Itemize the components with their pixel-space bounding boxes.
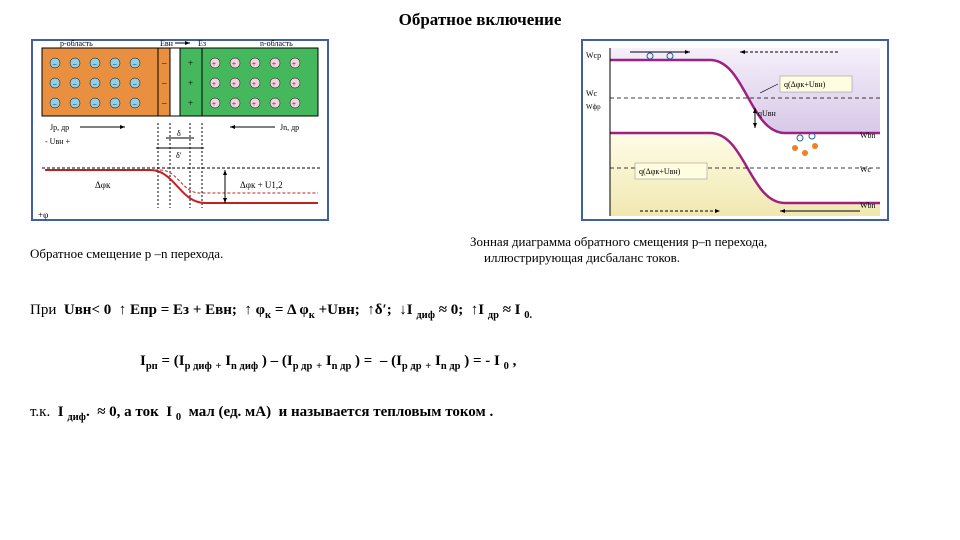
svg-text:+: +	[272, 60, 276, 68]
caption-right-line2: иллюстрирующая дисбаланс токов.	[470, 250, 930, 266]
svg-text:–: –	[52, 60, 57, 68]
svg-text:–: –	[72, 80, 77, 88]
svg-text:–: –	[92, 60, 97, 68]
page-title: Обратное включение	[30, 10, 930, 30]
svg-text:+: +	[292, 100, 296, 108]
svg-text:–: –	[92, 100, 97, 108]
svg-text:n-область: n-область	[260, 39, 293, 48]
svg-text:Δφк + U1,2: Δφк + U1,2	[240, 180, 283, 190]
svg-text:+: +	[188, 78, 193, 88]
svg-text:+: +	[212, 60, 216, 68]
svg-text:–: –	[161, 58, 167, 68]
svg-text:Wcp: Wcp	[586, 51, 601, 60]
caption-left: Обратное смещение p –n перехода.	[30, 234, 330, 266]
svg-text:+: +	[188, 58, 193, 68]
svg-text:+: +	[292, 80, 296, 88]
svg-text:+: +	[252, 60, 256, 68]
junction-diagram: p-область Eвн Ез n-область – – – – – – –…	[30, 38, 330, 228]
svg-text:Wфp: Wфp	[586, 103, 601, 111]
band-diagram: Wcp Wc Wфp Wbn Wc Wbn q(Δφк+Uвн) qUвн q(…	[580, 38, 890, 228]
equation-2: Iрп = (Iр диф + In диф ) – (Iр др + In д…	[30, 345, 930, 378]
svg-text:–: –	[112, 100, 117, 108]
svg-text:+φ: +φ	[38, 210, 48, 220]
captions: Обратное смещение p –n перехода. Зонная …	[30, 234, 930, 266]
equation-3: т.к. I диф. ≈ 0, а ток I 0 мал (ед. мА) …	[30, 396, 930, 429]
svg-text:+: +	[252, 80, 256, 88]
svg-text:Wc: Wc	[586, 89, 598, 98]
band-svg: Wcp Wc Wфp Wbn Wc Wbn q(Δφк+Uвн) qUвн q(…	[580, 38, 890, 223]
svg-text:Wbn: Wbn	[860, 131, 876, 140]
svg-text:+: +	[272, 80, 276, 88]
svg-text:–: –	[161, 78, 167, 88]
equations: При Uвн< 0 ↑ Епр = Ез + Евн; ↑ φк = Δ φк…	[30, 294, 930, 429]
svg-text:–: –	[132, 60, 137, 68]
svg-text:q(Δφк+Uвн): q(Δφк+Uвн)	[639, 167, 681, 176]
figures-row: p-область Eвн Ез n-область – – – – – – –…	[30, 38, 930, 228]
svg-text:–: –	[92, 80, 97, 88]
svg-text:–: –	[52, 100, 57, 108]
svg-text:Ез: Ез	[198, 39, 206, 48]
svg-text:+: +	[188, 98, 193, 108]
svg-text:Jp, др: Jp, др	[50, 123, 69, 132]
caption-right: Зонная диаграмма обратного смещения p–n …	[330, 234, 930, 266]
svg-text:- Uвн +: - Uвн +	[45, 137, 71, 146]
svg-text:qUвн: qUвн	[758, 109, 777, 118]
svg-text:+: +	[252, 100, 256, 108]
svg-text:–: –	[112, 60, 117, 68]
svg-text:–: –	[132, 100, 137, 108]
svg-text:δ: δ	[177, 129, 181, 138]
svg-text:–: –	[112, 80, 117, 88]
svg-text:–: –	[132, 80, 137, 88]
caption-right-line1: Зонная диаграмма обратного смещения p–n …	[470, 234, 930, 250]
svg-text:+: +	[212, 80, 216, 88]
svg-text:–: –	[161, 98, 167, 108]
svg-text:+: +	[232, 100, 236, 108]
svg-text:Eвн: Eвн	[160, 39, 174, 48]
svg-text:–: –	[72, 100, 77, 108]
svg-text:q(Δφк+Uвн): q(Δφк+Uвн)	[784, 80, 826, 89]
svg-text:Wbn: Wbn	[860, 201, 876, 210]
svg-text:p-область: p-область	[60, 39, 93, 48]
junction-svg: p-область Eвн Ез n-область – – – – – – –…	[30, 38, 330, 223]
svg-text:Wc: Wc	[860, 165, 872, 174]
svg-text:+: +	[292, 60, 296, 68]
svg-text:+: +	[212, 100, 216, 108]
equation-1: При Uвн< 0 ↑ Епр = Ез + Евн; ↑ φк = Δ φк…	[30, 294, 930, 327]
svg-text:+: +	[232, 60, 236, 68]
svg-text:δ′: δ′	[176, 151, 182, 160]
svg-text:Jn, др: Jn, др	[280, 123, 299, 132]
svg-text:–: –	[72, 60, 77, 68]
svg-text:+: +	[232, 80, 236, 88]
svg-text:+: +	[272, 100, 276, 108]
svg-text:Δφк: Δφк	[95, 180, 111, 190]
svg-text:–: –	[52, 80, 57, 88]
